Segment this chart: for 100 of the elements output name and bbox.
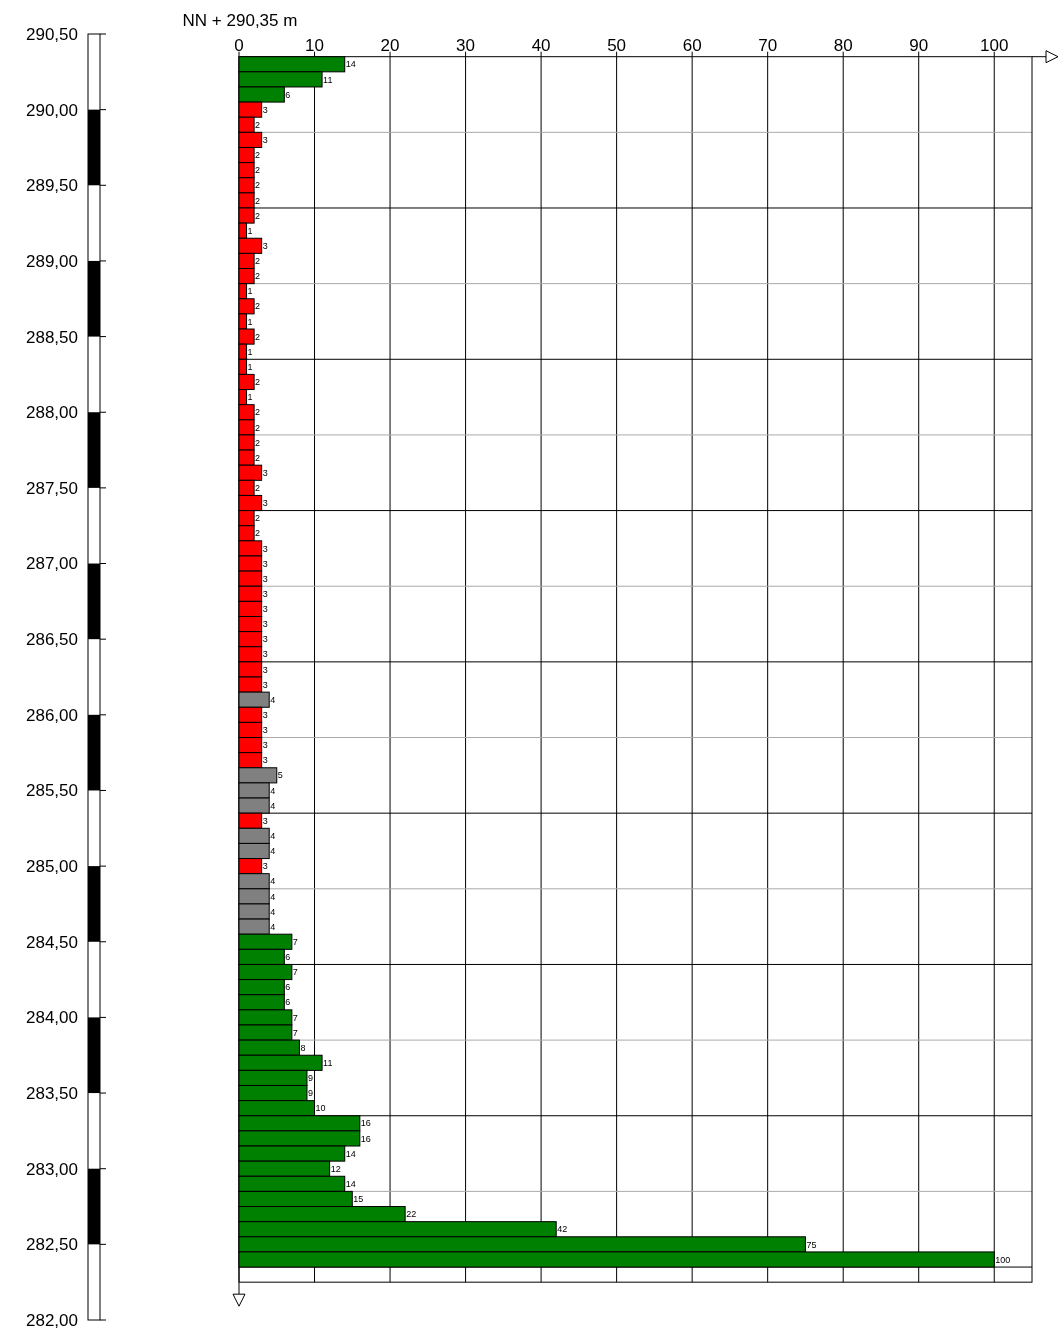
data-label: 3 (262, 679, 268, 690)
data-label: 11 (323, 1057, 333, 1068)
data-label: 75 (806, 1239, 817, 1250)
data-label: 3 (262, 573, 268, 584)
y-tick-label: 288,00 (26, 403, 78, 423)
data-label: 1 (247, 316, 253, 327)
data-label: 3 (262, 135, 268, 146)
data-label: 6 (285, 982, 291, 993)
x-tick-label: 80 (833, 35, 853, 55)
data-label: 2 (255, 437, 261, 448)
data-label: 6 (285, 952, 291, 963)
data-label: 4 (270, 785, 276, 796)
data-label: 2 (255, 377, 261, 388)
y-tick-label: 282,50 (26, 1235, 78, 1255)
x-tick-label: 30 (456, 35, 476, 55)
data-label: 3 (262, 498, 268, 509)
x-tick-label: 60 (682, 35, 702, 55)
data-label: 7 (292, 967, 298, 978)
y-tick-label: 287,00 (26, 554, 78, 574)
data-label: 14 (345, 1178, 356, 1189)
data-label: 4 (270, 891, 276, 902)
data-label: 6 (285, 89, 291, 100)
y-tick-label: 288,50 (26, 327, 78, 347)
data-label: 5 (277, 770, 283, 781)
y-tick-label: 284,00 (26, 1008, 78, 1028)
data-label: 2 (255, 165, 261, 176)
data-label: 6 (285, 997, 291, 1008)
data-label: 3 (262, 104, 268, 115)
data-label: 1 (247, 225, 253, 236)
data-label: 4 (270, 876, 276, 887)
data-label: 3 (262, 664, 268, 675)
y-tick-label: 290,50 (26, 24, 78, 44)
data-label: 3 (262, 467, 268, 478)
x-tick-label: 50 (607, 35, 627, 55)
data-label: 2 (255, 195, 261, 206)
data-label: 1 (247, 362, 253, 372)
x-tick-label: 10 (305, 35, 324, 55)
x-tick-label: 100 (980, 35, 1009, 55)
data-label: 16 (360, 1133, 371, 1144)
data-label: 14 (345, 59, 356, 70)
data-label: 3 (262, 649, 268, 660)
data-label: 42 (557, 1224, 568, 1235)
data-label: 4 (270, 694, 276, 705)
data-label: 9 (307, 1073, 313, 1084)
data-label: 1 (247, 346, 253, 357)
data-label: 8 (300, 1042, 306, 1053)
data-label: 3 (262, 619, 268, 630)
data-label: 4 (270, 921, 276, 932)
data-label: 4 (270, 831, 276, 842)
x-tick-label: 0 (234, 35, 244, 55)
data-label: 2 (255, 513, 261, 524)
data-label: 1 (247, 392, 253, 403)
data-label: 3 (262, 604, 268, 615)
data-label: 16 (360, 1118, 371, 1129)
data-label: 7 (292, 1027, 298, 1038)
data-label: 2 (255, 119, 261, 130)
data-label: 3 (262, 861, 268, 872)
y-tick-label: 283,50 (26, 1084, 78, 1104)
data-label: 2 (255, 331, 261, 342)
data-label: 2 (255, 180, 261, 191)
data-label: 3 (262, 815, 268, 826)
data-label: 2 (255, 483, 261, 494)
data-label: 3 (262, 709, 268, 720)
x-tick-label: 70 (758, 35, 778, 55)
chart-title: NN + 290,35 m (182, 11, 298, 30)
data-label: 2 (255, 422, 261, 433)
data-label: 2 (255, 301, 261, 312)
data-label: 11 (323, 74, 333, 85)
y-tick-label: 289,50 (26, 176, 78, 196)
data-label: 10 (315, 1103, 326, 1114)
y-tick-label: 285,00 (26, 857, 78, 877)
x-tick-label: 40 (531, 35, 551, 55)
data-label: 2 (255, 271, 261, 282)
y-tick-label: 287,50 (26, 478, 78, 498)
data-label: 2 (255, 150, 261, 161)
data-label: 4 (270, 846, 276, 857)
data-label: 1 (247, 286, 253, 297)
data-label: 4 (270, 800, 276, 811)
x-tick-label: 90 (909, 35, 929, 55)
y-tick-label: 283,00 (26, 1159, 78, 1179)
data-label: 3 (262, 543, 268, 554)
y-tick-label: 286,00 (26, 705, 78, 725)
data-label: 3 (262, 588, 268, 599)
data-label: 3 (262, 240, 268, 251)
data-label: 22 (406, 1209, 417, 1220)
y-tick-label: 289,00 (26, 251, 78, 271)
data-label: 3 (262, 634, 268, 645)
y-tick-label: 285,50 (26, 781, 78, 801)
x-tick-label: 20 (380, 35, 400, 55)
data-label: 7 (292, 936, 298, 947)
data-label: 4 (270, 906, 276, 917)
y-tick-label: 282,00 (26, 1310, 78, 1330)
y-tick-label: 284,50 (26, 932, 78, 952)
data-label: 3 (262, 558, 268, 569)
data-label: 2 (255, 407, 261, 418)
y-tick-label: 286,50 (26, 630, 78, 650)
y-tick-label: 290,00 (26, 100, 78, 120)
data-label: 7 (292, 1012, 298, 1023)
data-label: 2 (255, 528, 261, 539)
data-label: 3 (262, 755, 268, 766)
